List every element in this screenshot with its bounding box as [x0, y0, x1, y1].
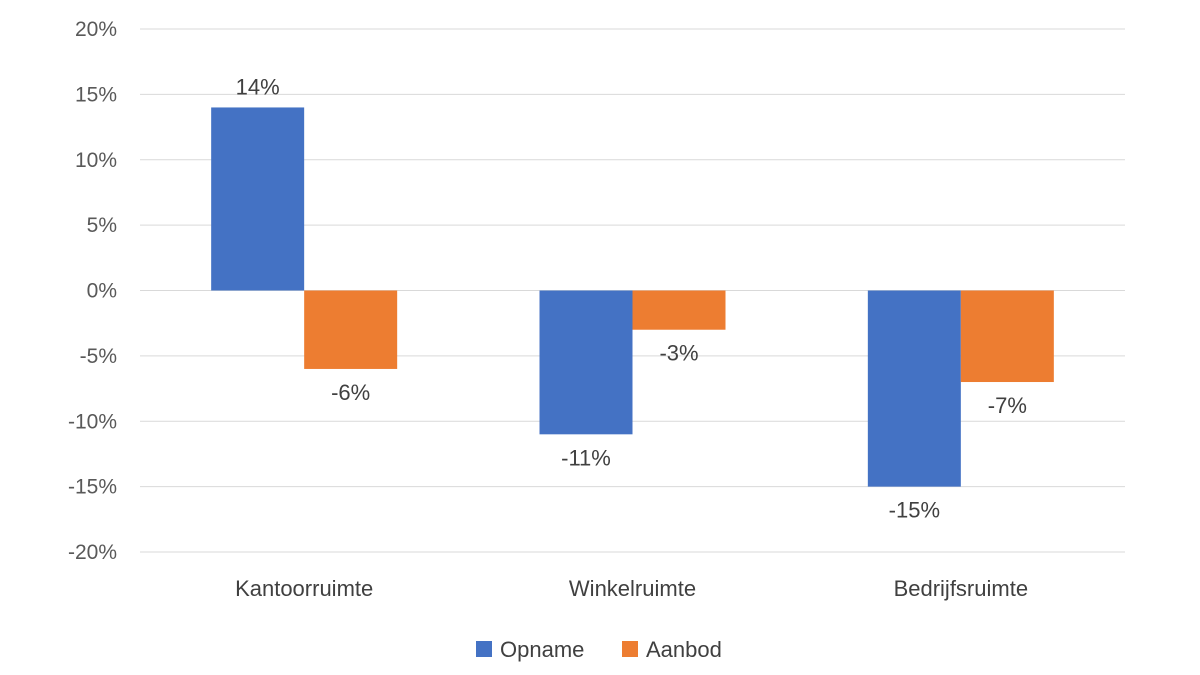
y-tick-label: 5%: [87, 214, 117, 237]
category-label: Bedrijfsruimte: [894, 576, 1028, 601]
data-labels: 14% -6% -11% -3% -15% -7%: [236, 74, 1027, 522]
bar-aanbod: [960, 290, 1054, 383]
data-label: 14%: [236, 74, 280, 99]
y-tick-label: 15%: [75, 83, 117, 106]
bar-opname: [211, 107, 305, 291]
legend-label: Aanbod: [646, 637, 722, 662]
data-label: -7%: [988, 393, 1027, 418]
category-label: Kantoorruimte: [235, 576, 373, 601]
data-label: -15%: [889, 498, 940, 523]
y-axis-ticks: 20% 15% 10% 5% 0% -5% -10% -15% -20%: [68, 18, 117, 564]
y-tick-label: -5%: [80, 345, 117, 368]
y-tick-label: 0%: [87, 280, 117, 303]
data-label: -11%: [561, 445, 611, 470]
legend-swatch-aanbod: [622, 641, 638, 657]
y-tick-label: -10%: [68, 410, 117, 433]
legend-label: Opname: [500, 637, 584, 662]
x-axis-categories: Kantoorruimte Winkelruimte Bedrijfsruimte: [235, 576, 1028, 601]
data-label: -3%: [659, 341, 698, 366]
y-tick-label: 10%: [75, 149, 117, 172]
category-label: Winkelruimte: [569, 576, 696, 601]
data-label: -6%: [331, 380, 370, 405]
bar-aanbod: [632, 290, 726, 330]
bar-aanbod: [304, 290, 398, 369]
bar-opname: [867, 290, 961, 487]
legend: Opname Aanbod: [476, 637, 722, 662]
y-tick-label: -20%: [68, 541, 117, 564]
y-tick-label: -15%: [68, 476, 117, 499]
bar-opname: [539, 290, 633, 435]
legend-swatch-opname: [476, 641, 492, 657]
y-tick-label: 20%: [75, 18, 117, 41]
bars: [211, 107, 1054, 487]
